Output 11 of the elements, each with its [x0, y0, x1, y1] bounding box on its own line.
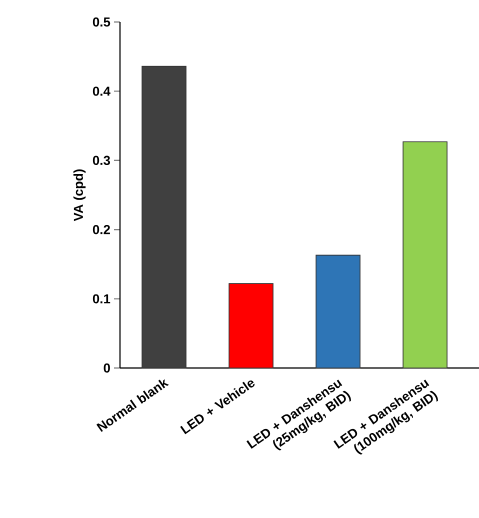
bar: [142, 66, 186, 368]
y-axis-title: VA (cpd): [73, 169, 86, 222]
y-tick-label: 0: [104, 363, 110, 373]
y-tick-label: 0.1: [92, 294, 110, 304]
y-tick-label: 0.4: [92, 86, 110, 96]
y-tick-label: 0.2: [92, 225, 110, 234]
bar: [316, 254, 360, 368]
y-tick-label: 0.3: [92, 156, 110, 166]
y-tick-label: 0.5: [92, 17, 110, 27]
bar: [402, 141, 448, 368]
bar: [228, 283, 274, 368]
